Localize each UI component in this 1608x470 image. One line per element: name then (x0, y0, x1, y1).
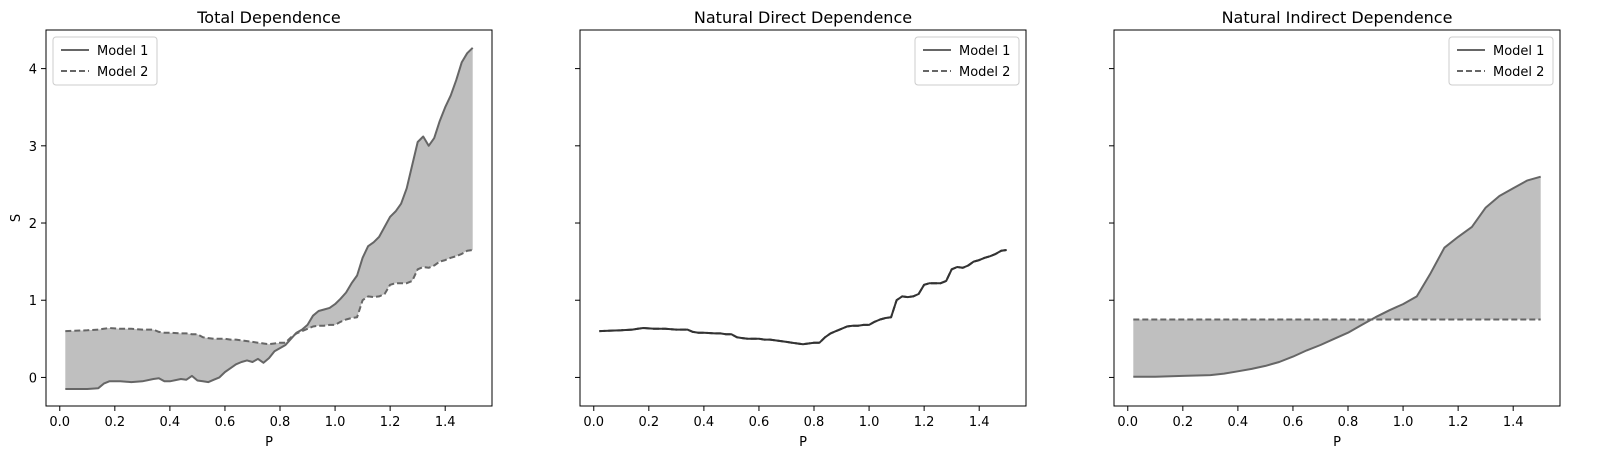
fill-between-area (1133, 176, 1541, 377)
plot-frame (45, 29, 493, 407)
x-tick-label: 1.2 (380, 415, 401, 430)
legend: Model 1 Model 2 (1448, 36, 1554, 86)
legend-label-1: Model 1 (959, 44, 1010, 59)
y-tick-label: 3 (29, 140, 37, 155)
subplot-title: Natural Indirect Dependence (1222, 8, 1453, 27)
x-axis-label: P (265, 435, 273, 450)
legend: Model 1 Model 2 (52, 36, 158, 86)
x-tick-label: 0.6 (749, 415, 770, 430)
legend-label-2: Model 2 (1493, 65, 1544, 80)
x-tick-label: 0.0 (1117, 415, 1138, 430)
x-tick-label: 0.2 (638, 415, 659, 430)
subplot-1: 0.0 0.2 0.4 0.6 0.8 1.0 1.2 1.4 0 1 2 3 4 Total Depen… (9, 8, 493, 450)
x-tick-label: 0.0 (49, 415, 70, 430)
x-tick-label: 0.8 (1338, 415, 1359, 430)
plot-frame (579, 29, 1027, 407)
subplots: 0.0 0.2 0.4 0.6 0.8 1.0 1.2 1.4 0 1 2 3 4 Total Depen… (9, 8, 1561, 450)
y-tick-label: 2 (29, 217, 37, 232)
x-axis-label: P (1333, 435, 1341, 450)
y-tick-label: 4 (29, 63, 37, 78)
x-tick-label: 1.0 (325, 415, 346, 430)
x-tick-label: 1.0 (1393, 415, 1414, 430)
subplot-2: 0.0 0.2 0.4 0.6 0.8 1.0 1.2 1.4 Natural Direct D… (575, 8, 1027, 450)
legend-label-2: Model 2 (959, 65, 1010, 80)
subplot-title: Total Dependence (196, 8, 341, 27)
x-tick-label: 1.4 (969, 415, 990, 430)
series-line-2 (65, 249, 473, 346)
x-tick-label: 0.2 (1172, 415, 1193, 430)
x-tick-label: 0.6 (215, 415, 236, 430)
legend-label-1: Model 1 (1493, 44, 1544, 59)
x-tick-label: 1.4 (1503, 415, 1524, 430)
legend: Model 1 Model 2 (914, 36, 1020, 86)
x-tick-label: 1.4 (435, 415, 456, 430)
series-line-2 (599, 249, 1007, 346)
x-tick-label: 0.4 (694, 415, 715, 430)
x-tick-label: 0.4 (160, 415, 181, 430)
plot-frame (1113, 29, 1561, 407)
x-tick-label: 1.2 (914, 415, 935, 430)
x-tick-label: 0.0 (583, 415, 604, 430)
fill-between-area (65, 47, 473, 390)
subplot-3: 0.0 0.2 0.4 0.6 0.8 1.0 1.2 1.4 Natural Indirect… (1109, 8, 1561, 450)
y-tick-label: 0 (29, 371, 37, 386)
x-tick-label: 1.2 (1448, 415, 1469, 430)
subplot-title: Natural Direct Dependence (694, 8, 912, 27)
y-axis-label: S (9, 214, 24, 222)
legend-label-1: Model 1 (97, 44, 148, 59)
x-axis-label: P (799, 435, 807, 450)
x-tick-label: 1.0 (859, 415, 880, 430)
series-line-1 (1133, 175, 1541, 378)
y-tick-label: 1 (29, 294, 37, 309)
series-line-1 (65, 47, 474, 390)
legend-label-2: Model 2 (97, 65, 148, 80)
x-tick-label: 0.8 (270, 415, 291, 430)
x-tick-label: 0.6 (1283, 415, 1304, 430)
x-tick-label: 0.2 (104, 415, 125, 430)
x-tick-label: 0.8 (804, 415, 825, 430)
x-tick-label: 0.4 (1228, 415, 1249, 430)
